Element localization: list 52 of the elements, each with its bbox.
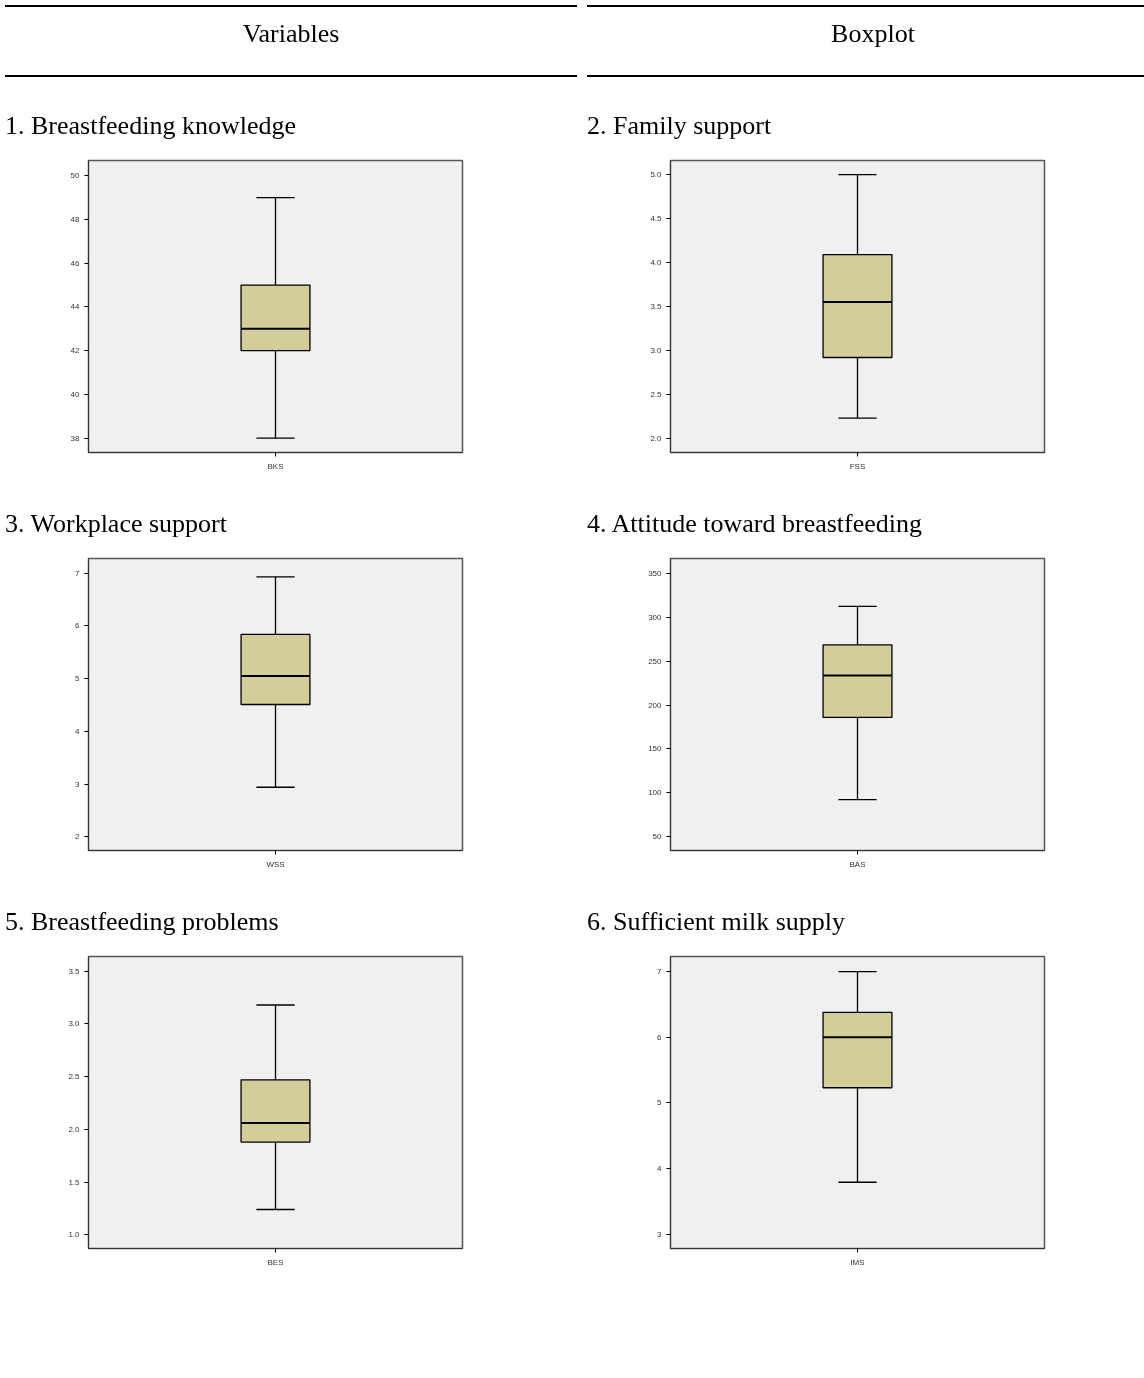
- chart-title: 5. Breastfeeding problems: [5, 906, 279, 938]
- y-tick-label: 2: [75, 832, 81, 842]
- y-tick-label: 7: [657, 967, 663, 977]
- y-tick-label: 3.5: [650, 302, 663, 311]
- y-tick-label: 2.0: [650, 433, 663, 443]
- x-tick-label: IMS: [850, 1257, 865, 1267]
- chart-title: 2. Family support: [587, 110, 772, 142]
- y-tick-label: 1.5: [68, 1177, 81, 1187]
- y-tick-label: 5.0: [650, 170, 663, 180]
- chart-title: 4. Attitude toward breastfeeding: [587, 508, 923, 540]
- y-tick-label: 350: [648, 569, 663, 579]
- y-tick-label: 200: [648, 700, 663, 710]
- y-tick-label: 44: [70, 302, 81, 312]
- y-tick-label: 3.5: [68, 966, 81, 976]
- y-tick-label: 2.5: [68, 1072, 81, 1082]
- x-tick-label: BES: [267, 1257, 284, 1267]
- chart-title: 1. Breastfeeding knowledge: [5, 110, 296, 142]
- y-tick-label: 50: [652, 831, 663, 841]
- y-tick-label: 42: [70, 346, 81, 356]
- y-tick-label: 6: [75, 621, 81, 631]
- y-tick-label: 150: [648, 744, 663, 754]
- y-tick-label: 250: [648, 656, 663, 666]
- chart-title: 6. Sufficient milk supply: [587, 906, 846, 938]
- y-tick-label: 4.0: [650, 258, 663, 268]
- y-tick-label: 3.0: [68, 1019, 81, 1029]
- x-tick-label: WSS: [266, 859, 285, 869]
- y-tick-label: 50: [70, 171, 81, 181]
- text: Variables: [242, 18, 340, 50]
- y-tick-label: 46: [70, 258, 81, 268]
- y-tick-label: 4.5: [650, 214, 663, 224]
- y-tick-label: 7: [75, 568, 81, 578]
- y-tick-label: 1.0: [68, 1230, 81, 1240]
- y-tick-label: 2.5: [650, 389, 663, 399]
- y-tick-label: 48: [70, 215, 81, 225]
- y-tick-label: 3: [75, 779, 81, 789]
- y-tick-label: 5: [657, 1098, 663, 1108]
- y-tick-label: 3.0: [650, 345, 663, 355]
- y-tick-label: 40: [70, 389, 81, 399]
- y-tick-label: 3: [657, 1229, 663, 1239]
- y-tick-label: 6: [657, 1032, 663, 1042]
- y-tick-label: 4: [75, 726, 81, 736]
- chart-title: 3. Workplace support: [5, 508, 227, 540]
- y-tick-label: 300: [648, 613, 663, 623]
- x-tick-label: BKS: [267, 461, 284, 471]
- y-tick-label: 4: [657, 1163, 663, 1173]
- y-tick-label: 5: [75, 674, 81, 684]
- x-tick-label: BAS: [849, 859, 866, 869]
- y-tick-label: 2.0: [68, 1124, 81, 1134]
- y-tick-label: 38: [70, 433, 81, 443]
- text: Boxplot: [831, 18, 915, 50]
- y-tick-label: 100: [648, 788, 663, 798]
- x-tick-label: FSS: [849, 461, 866, 471]
